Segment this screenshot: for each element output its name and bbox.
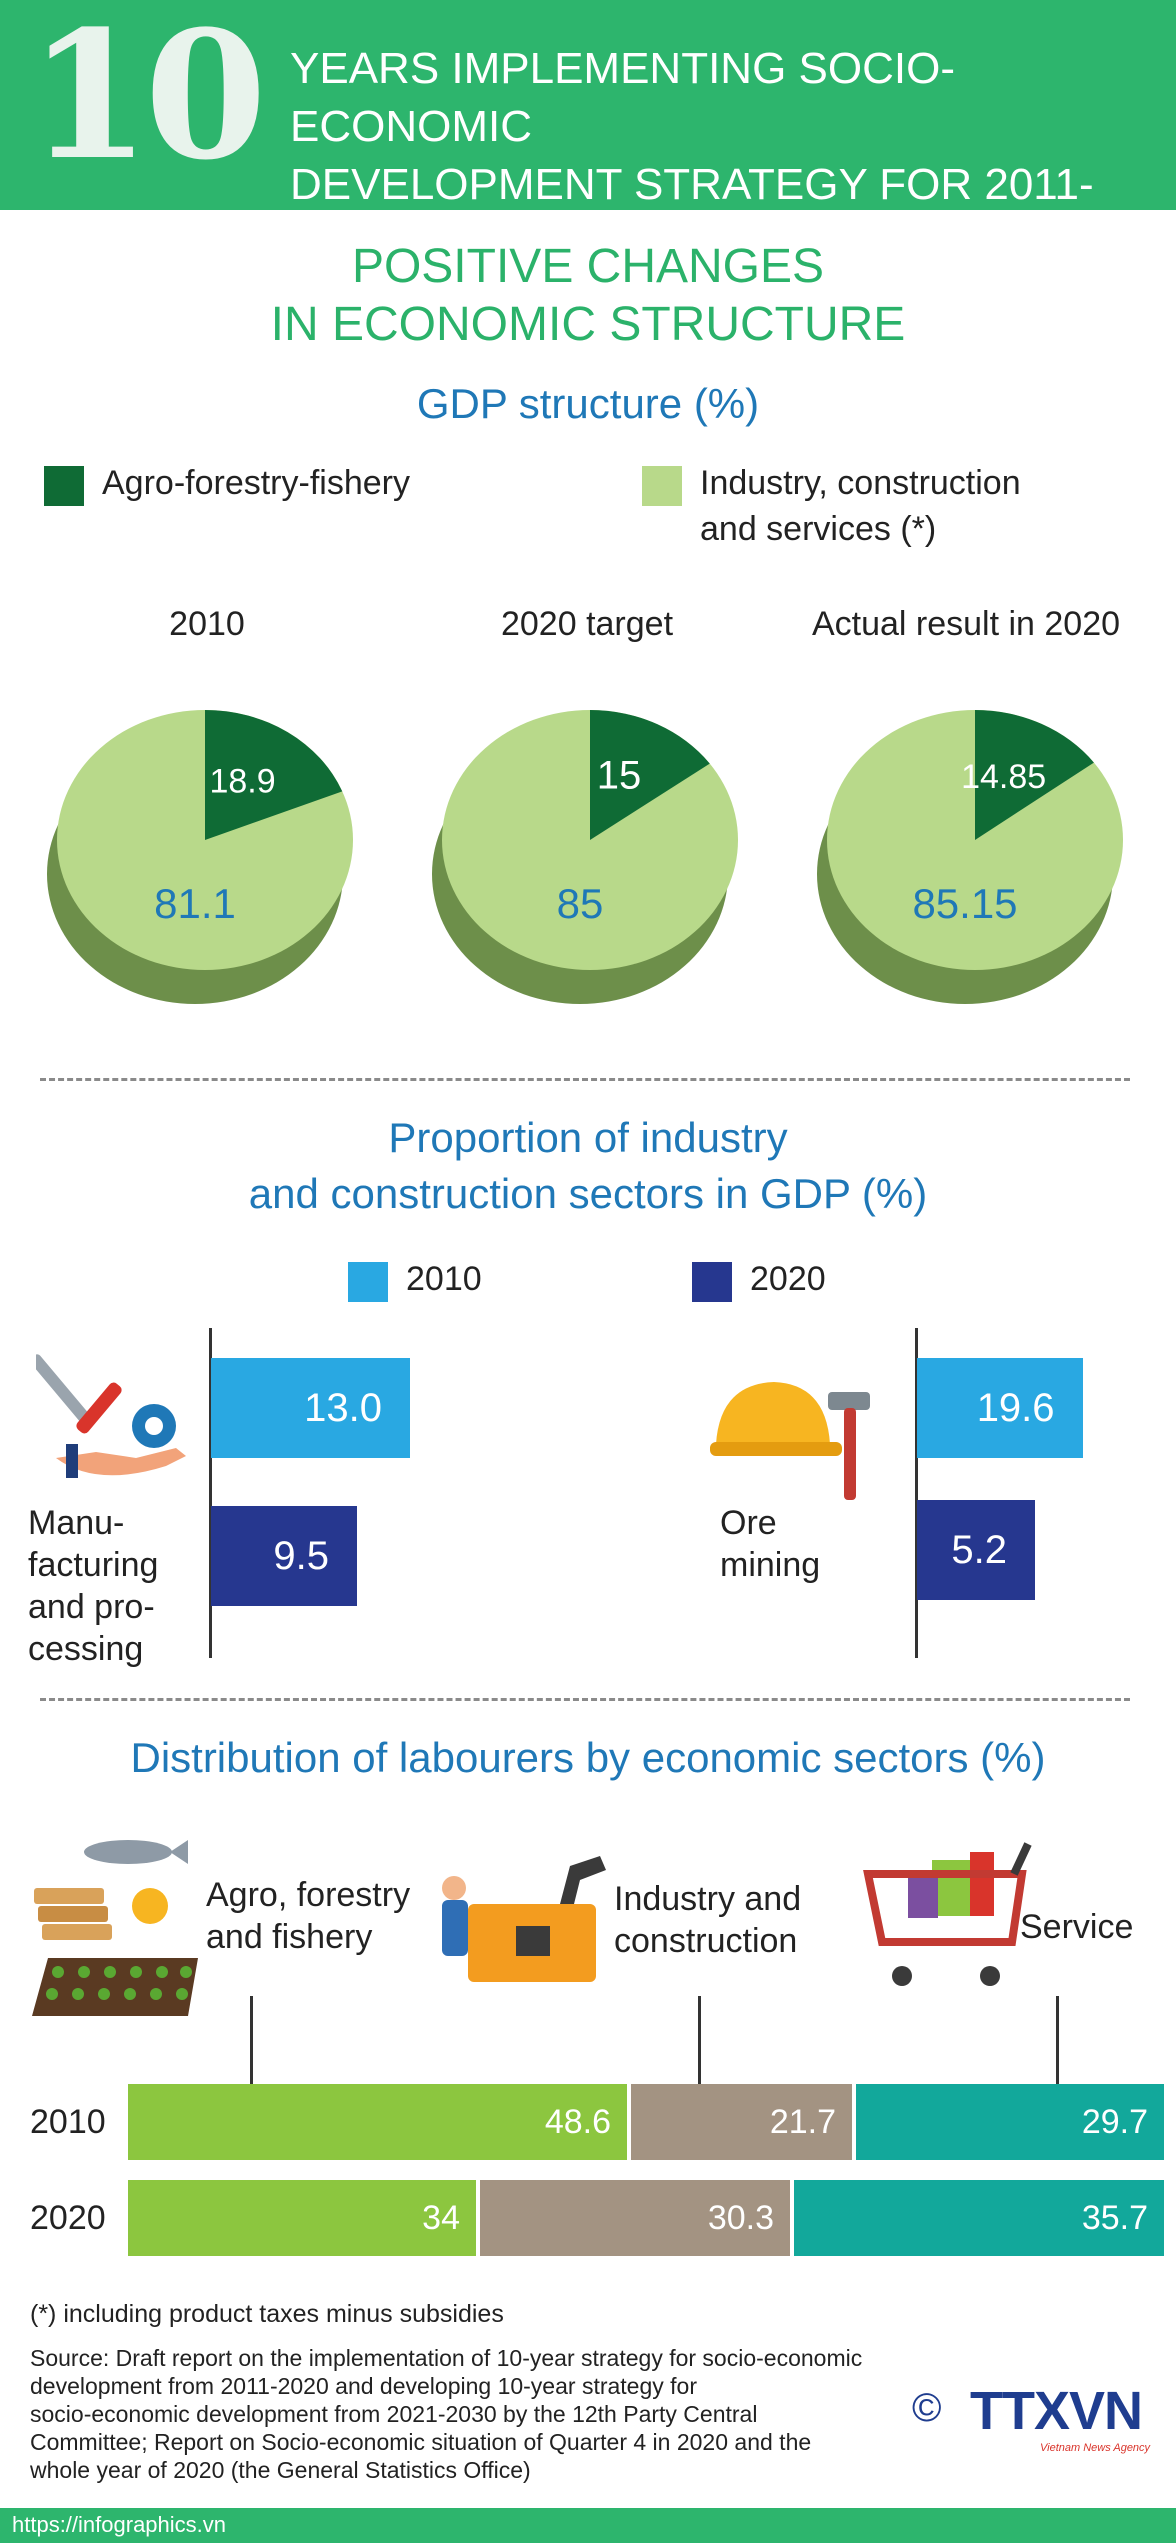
sector-label-mining: Ore mining — [720, 1502, 820, 1586]
stack-label-2010-service: 29.7 — [1081, 2103, 1148, 2141]
pie-group-label-2020-actual: Actual result in 2020 — [811, 605, 1121, 643]
section2-title: Proportion of industry and construction … — [0, 1110, 1176, 1222]
sector-label-mining-line2: mining — [720, 1546, 821, 1584]
source-line4: Committee; Report on Socio-economic situ… — [30, 2429, 812, 2455]
header-title-line2: DEVELOPMENT STRATEGY FOR 2011-2020 — [290, 160, 1094, 267]
sector-label-manufacturing-line2: facturing — [28, 1546, 159, 1584]
source-text: Source: Draft report on the implementati… — [30, 2344, 930, 2484]
leader-line-agro — [250, 1996, 253, 2084]
stack-year-2010: 2010 — [30, 2103, 106, 2141]
cat-label-agro: Agro, forestry and fishery — [206, 1874, 410, 1958]
pie-slice-agro-2010 — [205, 710, 343, 840]
sector-label-manufacturing-line3: and pro- — [28, 1588, 155, 1626]
stack-seg-2020-agro: 34 — [128, 2180, 476, 2256]
pie-label-agro-2010: 18.9 — [209, 763, 275, 801]
pie-label-industry-actual-result-in-2020: 85.15 — [912, 880, 1017, 927]
leader-line-service — [1056, 1996, 1059, 2084]
cat-label-agro-line1: Agro, forestry — [206, 1876, 411, 1914]
bar-mining-2020: 5.2 — [917, 1500, 1035, 1600]
source-line2: development from 2011-2020 and developin… — [30, 2373, 697, 2399]
header-banner — [0, 0, 1176, 210]
stack-row-2010: 48.6 21.7 29.7 — [128, 2084, 1164, 2160]
section2-title-line2: and construction sectors in GDP (%) — [248, 1170, 928, 1217]
legend-label-industry-services: Industry, construction and services (*) — [700, 460, 1021, 552]
legend-swatch-2020 — [692, 1262, 732, 1302]
cat-label-agro-line2: and fishery — [206, 1918, 373, 1956]
section3-title: Distribution of labourers by economic se… — [130, 1734, 1046, 1781]
pie-label-industry-2020-target: 85 — [557, 880, 604, 927]
header-big-number: 10 — [28, 0, 267, 199]
stack-year-2020: 2020 — [30, 2199, 106, 2237]
bar-manufacturing-2010: 13.0 — [211, 1358, 410, 1458]
stack-seg-2010-agro: 48.6 — [128, 2084, 627, 2160]
stack-seg-2020-service: 35.7 — [794, 2180, 1164, 2256]
cat-label-industry-line1: Industry and — [614, 1880, 802, 1918]
section1-title-line2: IN ECONOMIC STRUCTURE — [270, 298, 906, 351]
bar-axis-mining — [915, 1328, 918, 1658]
pie-label-industry-2010: 81.1 — [154, 880, 236, 927]
source-line3: socio-economic development from 2021-203… — [30, 2401, 758, 2427]
bar-label-manufacturing-2010: 13.0 — [304, 1386, 382, 1430]
sector-label-manufacturing-line4: cessing — [28, 1630, 144, 1668]
pie-slice-agro-2020-target — [590, 710, 710, 840]
copyright-symbol: © — [912, 2386, 942, 2430]
bar-label-mining-2020: 5.2 — [951, 1528, 1007, 1572]
industry-robot-icon — [442, 1856, 606, 1982]
pie-label-agro-2020-target: 15 — [597, 753, 642, 797]
stack-row-2020: 34 30.3 35.7 — [128, 2180, 1164, 2256]
source-url[interactable]: https://infographics.vn — [12, 2512, 227, 2537]
stack-label-2020-industry: 30.3 — [707, 2199, 774, 2237]
stack-seg-2020-industry: 30.3 — [480, 2180, 790, 2256]
header-title: YEARS IMPLEMENTING SOCIO-ECONOMIC DEVELO… — [290, 40, 1170, 272]
section1-title-line1: POSITIVE CHANGES — [351, 240, 825, 293]
section1-subtitle: GDP structure (%) — [416, 380, 760, 427]
legend-swatch-2010 — [348, 1262, 388, 1302]
stack-seg-2010-service: 29.7 — [856, 2084, 1164, 2160]
bar-manufacturing-2020: 9.5 — [211, 1506, 357, 1606]
stack-label-2010-agro: 48.6 — [544, 2103, 611, 2141]
legend-label-industry-line1: Industry, construction — [700, 464, 1021, 502]
legend-label-industry-line2: and services (*) — [700, 510, 937, 548]
legend-label-2020: 2020 — [750, 1260, 826, 1298]
source-line1: Source: Draft report on the implementati… — [30, 2345, 863, 2371]
source-line5: whole year of 2020 (the General Statisti… — [30, 2457, 531, 2483]
footnote: (*) including product taxes minus subsid… — [30, 2300, 504, 2328]
pie-group-label-2020-target: 2020 target — [500, 605, 674, 643]
leader-line-industry — [698, 1996, 701, 2084]
cat-label-service: Service — [1020, 1908, 1134, 1946]
shopping-cart-icon — [863, 1842, 1032, 1986]
section-divider-1 — [40, 1078, 1130, 1081]
legend-label-agro: Agro-forestry-fishery — [102, 464, 410, 502]
ttxvn-logo: TTXVN — [970, 2381, 1143, 2441]
stack-label-2020-agro: 34 — [422, 2199, 460, 2237]
legend-swatch-industry-services — [642, 466, 682, 506]
pie-group-label-2010: 2010 — [169, 605, 245, 643]
stack-seg-2010-industry: 21.7 — [631, 2084, 852, 2160]
bar-axis-manufacturing — [209, 1328, 212, 1658]
pie-slice-agro-actual-result-in-2020 — [975, 710, 1094, 840]
bar-label-manufacturing-2020: 9.5 — [273, 1534, 329, 1578]
legend-swatch-agro — [44, 466, 84, 506]
cat-label-industry-line2: construction — [614, 1922, 798, 1960]
cat-label-industry: Industry and construction — [614, 1878, 801, 1962]
sector-label-manufacturing: Manu- facturing and pro- cessing — [28, 1502, 158, 1670]
agriculture-icon — [32, 1840, 198, 2016]
section1-title: POSITIVE CHANGES IN ECONOMIC STRUCTURE — [0, 238, 1176, 354]
sector-label-mining-line1: Ore — [720, 1504, 777, 1542]
tools-icon — [36, 1354, 186, 1478]
section2-title-line1: Proportion of industry — [388, 1114, 788, 1161]
pie-charts: 18.9 81.1 15 85 14.85 85.15 — [47, 710, 1123, 1004]
sector-label-manufacturing-line1: Manu- — [28, 1504, 125, 1542]
stack-label-2010-industry: 21.7 — [769, 2103, 836, 2141]
stack-label-2020-service: 35.7 — [1081, 2199, 1148, 2237]
pie-label-agro-actual-result-in-2020: 14.85 — [961, 758, 1046, 796]
bar-label-mining-2010: 19.6 — [976, 1386, 1055, 1430]
legend-label-2010: 2010 — [406, 1260, 482, 1298]
bottom-bar — [0, 2508, 1176, 2543]
helmet-hammer-icon — [710, 1382, 870, 1500]
ttxvn-logo-sub: Vietnam News Agency — [1040, 2442, 1151, 2454]
header-title-line1: YEARS IMPLEMENTING SOCIO-ECONOMIC — [290, 44, 955, 151]
bar-mining-2010: 19.6 — [917, 1358, 1083, 1458]
section-divider-2 — [40, 1698, 1130, 1701]
